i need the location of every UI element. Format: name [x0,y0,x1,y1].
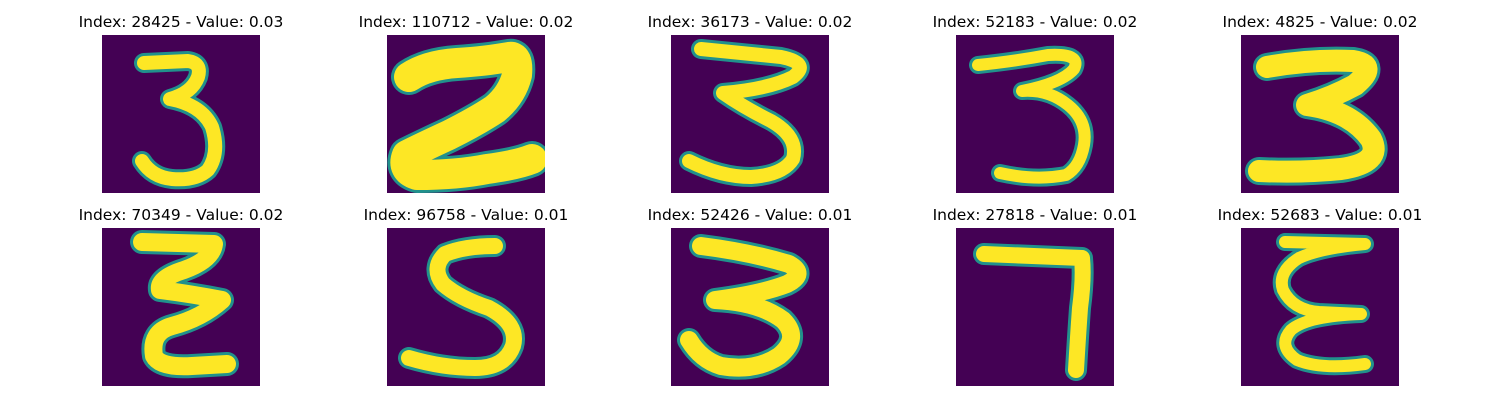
index-value: 96758 [416,206,466,224]
digit-stroke [135,54,223,187]
value-label: - Value: [180,13,249,31]
digit-image-svg: 3 [1241,228,1399,386]
value-label: - Value: [1034,206,1103,224]
digit-image-svg: 3 [956,35,1114,193]
digit-image-svg: 3 [102,35,260,193]
panel-title: Index: 70349 - Value: 0.02 [31,205,331,225]
index-label: Index: [1217,206,1271,224]
index-label: Index: [78,13,132,31]
digit-image: 7 [956,228,1114,386]
index-value: 4825 [1275,13,1315,31]
index-label: Index: [1222,13,1276,31]
panel-title: Index: 36173 - Value: 0.02 [600,12,900,32]
panel-title: Index: 110712 - Value: 0.02 [316,12,616,32]
panel-title: Index: 27818 - Value: 0.01 [885,205,1185,225]
index-value: 52183 [985,13,1035,31]
value-label: - Value: [1314,13,1383,31]
value-label: - Value: [749,206,818,224]
value-number: 0.01 [1387,206,1423,224]
index-value: 27818 [985,206,1035,224]
value-number: 0.02 [248,206,284,224]
digit-image-svg: 7 [956,228,1114,386]
digit-image-svg: 3 [671,35,829,193]
digit-image: 3 [102,35,260,193]
digit-image: 3 [671,35,829,193]
value-label: - Value: [470,13,539,31]
digit-stroke [680,237,807,377]
index-value: 36173 [700,13,750,31]
value-number: 0.02 [1102,13,1138,31]
digit-image: 3 [956,35,1114,193]
digit-image: 3 [1241,228,1399,386]
index-label: Index: [363,206,417,224]
index-label: Index: [647,13,701,31]
digit-stroke [1248,49,1385,183]
value-number: 0.01 [1102,206,1138,224]
digit-image: 3 [671,228,829,386]
value-label: - Value: [1319,206,1388,224]
index-label: Index: [358,13,412,31]
index-label: Index: [647,206,701,224]
value-number: 0.02 [817,13,853,31]
value-number: 0.01 [533,206,569,224]
index-label: Index: [78,206,132,224]
value-number: 0.03 [248,13,284,31]
panel-title: Index: 4825 - Value: 0.02 [1170,12,1470,32]
index-value: 110712 [411,13,471,31]
value-label: - Value: [180,206,249,224]
panel-title: Index: 28425 - Value: 0.03 [31,12,331,32]
panel-title: Index: 52183 - Value: 0.02 [885,12,1185,32]
value-label: - Value: [465,206,534,224]
digit-image: 2 [387,35,545,193]
digit-stroke [133,233,236,376]
index-value: 28425 [131,13,181,31]
digit-stroke [972,48,1091,184]
digit-stroke [1275,236,1371,373]
digit-stroke [390,41,545,190]
digit-image: 5 [387,228,545,386]
digit-stroke [401,238,522,376]
panel-title: Index: 96758 - Value: 0.01 [316,205,616,225]
digit-image: 3 [102,228,260,386]
value-label: - Value: [749,13,818,31]
value-number: 0.02 [538,13,574,31]
index-label: Index: [932,206,986,224]
panel-title: Index: 52426 - Value: 0.01 [600,205,900,225]
index-value: 70349 [131,206,181,224]
value-label: - Value: [1034,13,1103,31]
digit-image-svg: 3 [671,228,829,386]
digit-image-svg: 2 [387,35,545,193]
digit-image-svg: 3 [1241,35,1399,193]
digit-stroke [682,42,807,184]
digit-image: 3 [1241,35,1399,193]
value-number: 0.02 [1382,13,1418,31]
digit-image-svg: 3 [102,228,260,386]
index-label: Index: [932,13,986,31]
value-number: 0.01 [817,206,853,224]
index-value: 52426 [700,206,750,224]
panel-title: Index: 52683 - Value: 0.01 [1170,205,1470,225]
index-value: 52683 [1270,206,1320,224]
digit-stroke [976,246,1091,378]
digit-image-svg: 5 [387,228,545,386]
